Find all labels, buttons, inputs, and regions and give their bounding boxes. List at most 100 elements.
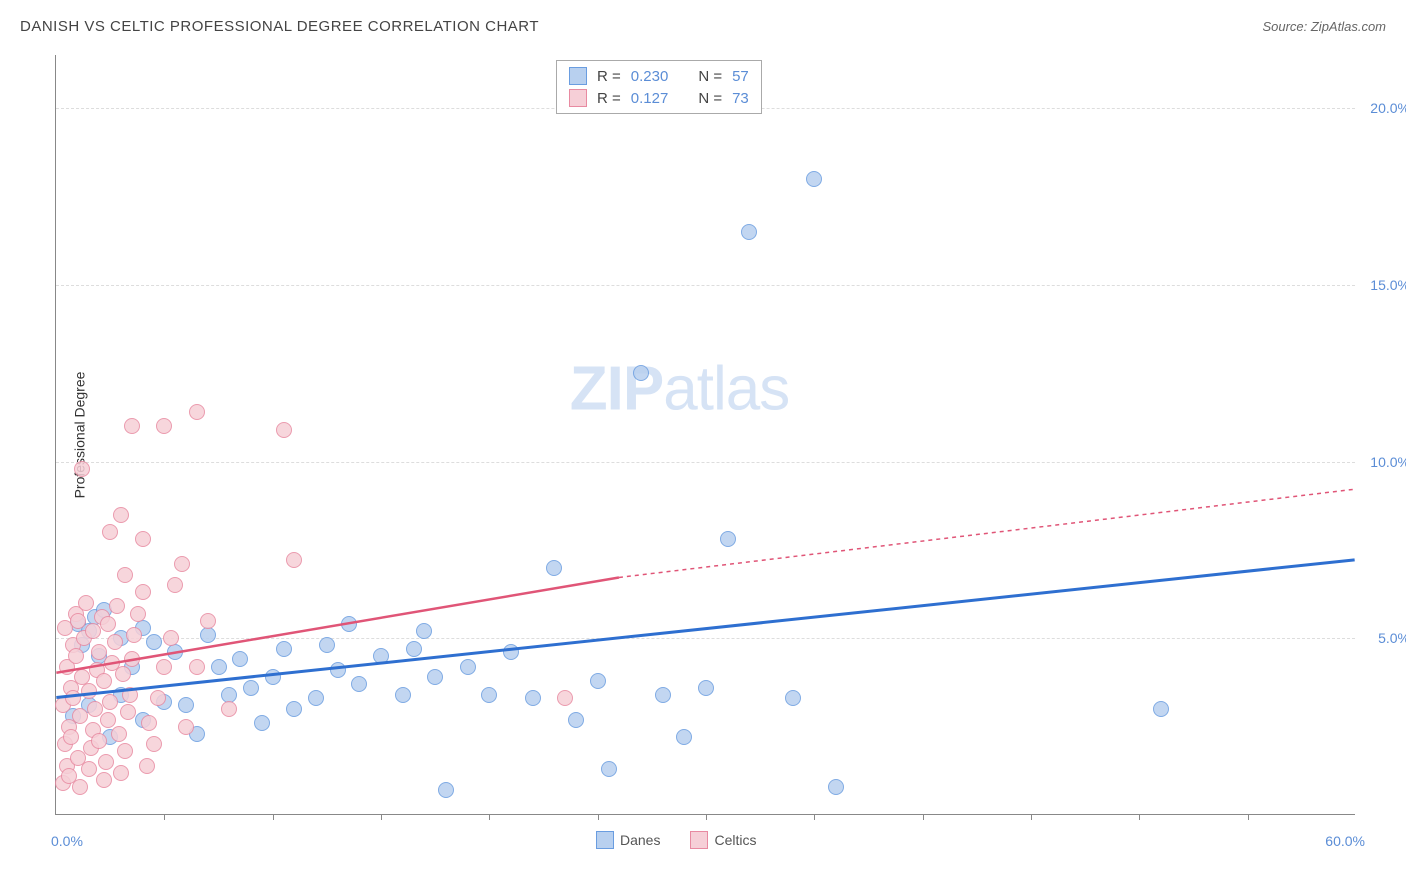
- data-point: [141, 715, 157, 731]
- data-point: [163, 630, 179, 646]
- y-tick-label: 20.0%: [1370, 100, 1406, 116]
- data-point: [72, 708, 88, 724]
- data-point: [111, 726, 127, 742]
- data-point: [341, 616, 357, 632]
- x-tick: [923, 814, 924, 820]
- data-point: [525, 690, 541, 706]
- data-point: [438, 782, 454, 798]
- data-point: [221, 701, 237, 717]
- data-point: [741, 224, 757, 240]
- data-point: [254, 715, 270, 731]
- data-point: [126, 627, 142, 643]
- data-point: [167, 577, 183, 593]
- data-point: [63, 729, 79, 745]
- data-point: [189, 404, 205, 420]
- gridline: [56, 462, 1355, 463]
- data-point: [200, 613, 216, 629]
- data-point: [373, 648, 389, 664]
- data-point: [135, 584, 151, 600]
- data-point: [481, 687, 497, 703]
- data-point: [806, 171, 822, 187]
- bottom-legend: Danes Celtics: [596, 831, 756, 849]
- data-point: [243, 680, 259, 696]
- data-point: [416, 623, 432, 639]
- stats-row-celtics: R = 0.127 N = 73: [569, 87, 749, 109]
- chart-title: DANISH VS CELTIC PROFESSIONAL DEGREE COR…: [20, 18, 539, 35]
- data-point: [78, 595, 94, 611]
- data-point: [122, 687, 138, 703]
- data-point: [601, 761, 617, 777]
- data-point: [189, 659, 205, 675]
- x-tick: [814, 814, 815, 820]
- data-point: [81, 761, 97, 777]
- data-point: [130, 606, 146, 622]
- data-point: [633, 365, 649, 381]
- data-point: [146, 736, 162, 752]
- stats-row-danes: R = 0.230 N = 57: [569, 65, 749, 87]
- data-point: [286, 552, 302, 568]
- data-point: [406, 641, 422, 657]
- data-point: [427, 669, 443, 685]
- data-point: [91, 733, 107, 749]
- data-point: [200, 627, 216, 643]
- x-tick: [598, 814, 599, 820]
- data-point: [351, 676, 367, 692]
- data-point: [395, 687, 411, 703]
- x-tick: [164, 814, 165, 820]
- data-point: [276, 422, 292, 438]
- data-point: [655, 687, 671, 703]
- x-tick: [381, 814, 382, 820]
- data-point: [96, 673, 112, 689]
- data-point: [100, 616, 116, 632]
- data-point: [120, 704, 136, 720]
- data-point: [146, 634, 162, 650]
- data-point: [178, 719, 194, 735]
- swatch-icon: [569, 67, 587, 85]
- y-tick-label: 15.0%: [1370, 277, 1406, 293]
- data-point: [72, 779, 88, 795]
- gridline: [56, 638, 1355, 639]
- data-point: [65, 690, 81, 706]
- data-point: [117, 567, 133, 583]
- data-point: [102, 524, 118, 540]
- data-point: [330, 662, 346, 678]
- x-tick-max: 60.0%: [1325, 833, 1365, 849]
- plot-area: Professional Degree ZIPatlas 5.0%10.0%15…: [55, 55, 1355, 815]
- gridline: [56, 285, 1355, 286]
- data-point: [102, 694, 118, 710]
- data-point: [139, 758, 155, 774]
- data-point: [828, 779, 844, 795]
- data-point: [276, 641, 292, 657]
- data-point: [107, 634, 123, 650]
- data-point: [113, 507, 129, 523]
- data-point: [156, 659, 172, 675]
- data-point: [74, 461, 90, 477]
- data-point: [98, 754, 114, 770]
- data-point: [590, 673, 606, 689]
- x-tick: [1031, 814, 1032, 820]
- header: DANISH VS CELTIC PROFESSIONAL DEGREE COR…: [20, 18, 1386, 35]
- data-point: [211, 659, 227, 675]
- data-point: [156, 418, 172, 434]
- data-point: [546, 560, 562, 576]
- x-tick: [489, 814, 490, 820]
- data-point: [113, 765, 129, 781]
- data-point: [720, 531, 736, 547]
- data-point: [1153, 701, 1169, 717]
- data-point: [178, 697, 194, 713]
- source-attribution: Source: ZipAtlas.com: [1262, 19, 1386, 34]
- chart-container: DANISH VS CELTIC PROFESSIONAL DEGREE COR…: [0, 0, 1406, 892]
- stats-legend: R = 0.230 N = 57 R = 0.127 N = 73: [556, 60, 762, 114]
- data-point: [115, 666, 131, 682]
- x-tick: [706, 814, 707, 820]
- data-point: [460, 659, 476, 675]
- scatter-plot: 5.0%10.0%15.0%20.0%: [56, 55, 1355, 814]
- y-tick-label: 10.0%: [1370, 454, 1406, 470]
- data-point: [174, 556, 190, 572]
- data-point: [265, 669, 281, 685]
- data-point: [109, 598, 125, 614]
- swatch-icon: [690, 831, 708, 849]
- legend-item-danes: Danes: [596, 831, 660, 849]
- data-point: [308, 690, 324, 706]
- y-tick-label: 5.0%: [1378, 630, 1406, 646]
